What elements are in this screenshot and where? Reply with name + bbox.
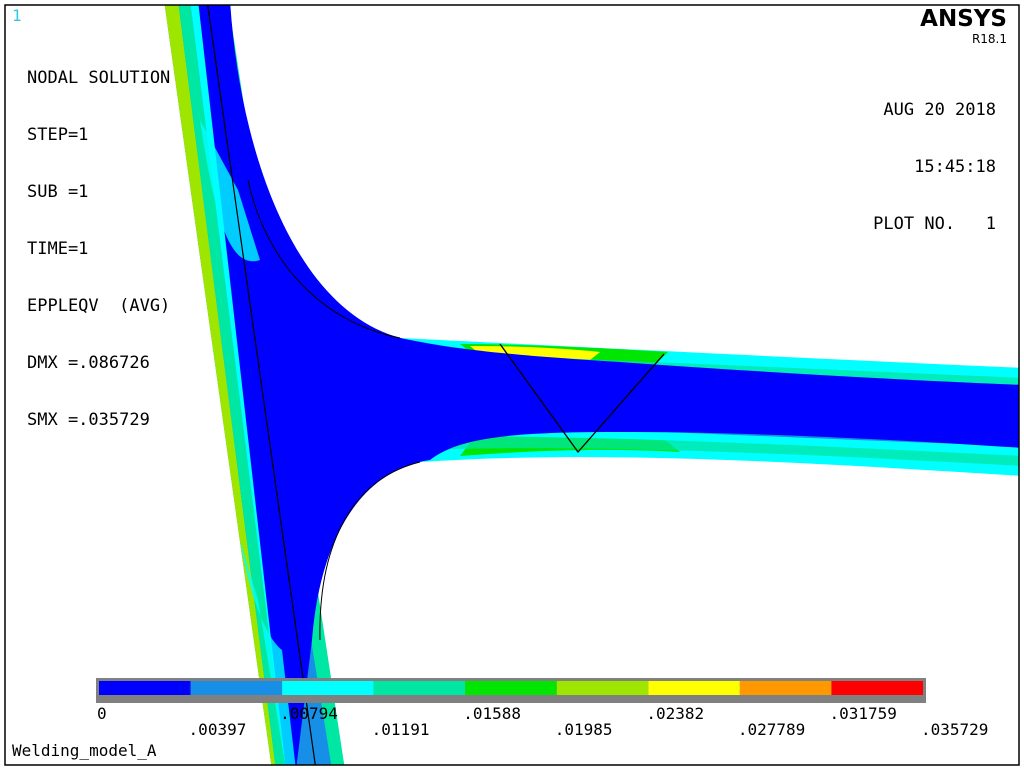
legend-tick-label: .02382: [646, 704, 705, 723]
plot-number: PLOT NO. 1: [873, 214, 996, 234]
legend-swatch: [556, 681, 649, 695]
brand-name: ANSYS: [920, 6, 1007, 32]
legend-tick-label: .035729: [921, 720, 989, 739]
model-title: Welding_model_A: [12, 741, 157, 760]
legend-tick-label: .01588: [463, 704, 522, 723]
legend-tick-label: .031759: [829, 704, 897, 723]
legend-tick-label: .00397: [188, 720, 247, 739]
smx-label: SMX =.035729: [27, 410, 150, 430]
legend-swatch: [99, 681, 191, 695]
legend-tick-label: 0: [97, 704, 107, 723]
solution-title: NODAL SOLUTION: [27, 68, 171, 88]
plot-time: 15:45:18: [914, 157, 996, 177]
step-label: STEP=1: [27, 125, 89, 145]
legend-tick-label: .027789: [737, 720, 806, 739]
legend-tick-label: .00794: [280, 704, 338, 723]
solution-info: NODAL SOLUTION STEP=1 SUB =1 TIME=1 EPPL…: [27, 31, 170, 449]
weld-joint-contour: [164, 5, 1019, 765]
plot-date: AUG 20 2018: [883, 100, 996, 120]
legend-tick-label: .01985: [554, 720, 613, 739]
legend-swatch: [190, 681, 283, 695]
substep-label: SUB =1: [27, 182, 89, 202]
brand-version: R18.1: [971, 32, 1007, 46]
legend-swatch: [648, 681, 740, 695]
result-item-label: EPPLEQV (AVG): [27, 296, 171, 316]
legend-swatch: [831, 681, 923, 695]
weld-bead-outline: [499, 343, 665, 454]
ansys-logo: ANSYS R18.1: [920, 6, 1007, 46]
contour-legend: [96, 678, 926, 703]
plot-info: AUG 20 2018 15:45:18 PLOT NO. 1: [873, 63, 996, 253]
time-label: TIME=1: [27, 239, 89, 259]
viewport-frame: [4, 4, 1020, 766]
fusion-line: [207, 5, 316, 765]
legend-swatch: [373, 681, 466, 695]
legend-color-bar: [96, 678, 926, 703]
weld-core: [198, 5, 1019, 765]
dmx-label: DMX =.086726: [27, 353, 150, 373]
legend-tick-label: .01191: [371, 720, 430, 739]
legend-swatch: [739, 681, 832, 695]
legend-swatch: [282, 681, 374, 695]
legend-swatch: [465, 681, 557, 695]
window-number: 1: [12, 6, 22, 25]
